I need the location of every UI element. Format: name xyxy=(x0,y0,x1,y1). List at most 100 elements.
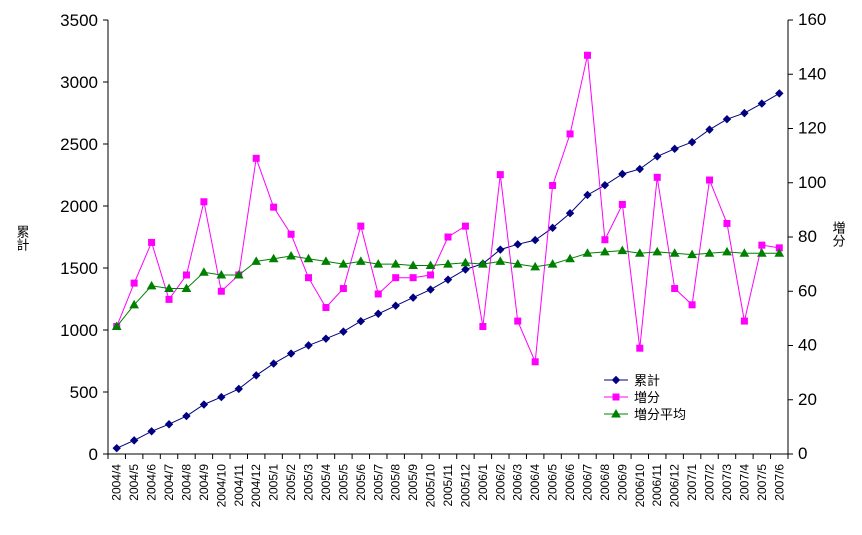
data-point xyxy=(722,114,732,124)
legend-label: 増分平均 xyxy=(634,407,686,422)
legend-marker xyxy=(611,375,621,385)
data-point xyxy=(164,420,174,429)
data-point xyxy=(339,327,348,336)
data-point xyxy=(425,260,436,269)
x-tick-label: 2005/10 xyxy=(424,464,438,508)
data-point xyxy=(512,259,523,268)
x-tick-label: 2004/6 xyxy=(145,464,159,501)
right-tick-label: 60 xyxy=(798,281,817,300)
data-point xyxy=(634,248,645,257)
data-point xyxy=(495,256,506,265)
data-point xyxy=(182,271,190,279)
data-point xyxy=(322,304,330,312)
data-point xyxy=(338,259,349,268)
x-tick-label: 2005/3 xyxy=(302,464,316,501)
data-point xyxy=(600,180,610,190)
right-axis-title: 増分 xyxy=(831,221,846,248)
data-point xyxy=(252,154,260,162)
data-point xyxy=(200,198,208,206)
left-tick-label: 2500 xyxy=(60,135,98,154)
left-tick-label: 3000 xyxy=(60,73,98,92)
data-point xyxy=(374,309,383,318)
data-point xyxy=(549,181,557,189)
data-point xyxy=(146,280,157,290)
x-tick-label: 2006/3 xyxy=(511,464,525,501)
series-1 xyxy=(112,89,784,453)
series-line xyxy=(116,55,780,362)
data-point xyxy=(217,392,226,402)
data-point xyxy=(636,344,644,352)
x-tick-label: 2005/9 xyxy=(406,464,420,501)
data-point xyxy=(775,89,784,98)
data-point xyxy=(722,246,732,256)
data-point xyxy=(600,246,610,256)
data-point xyxy=(199,267,209,276)
x-tick-label: 2006/4 xyxy=(528,464,542,501)
right-tick-label: 120 xyxy=(798,119,826,138)
data-point xyxy=(357,222,365,230)
data-point xyxy=(687,137,697,147)
data-point xyxy=(565,253,575,263)
data-point xyxy=(671,285,679,293)
data-point xyxy=(706,176,714,184)
data-point xyxy=(443,259,453,268)
data-point xyxy=(479,323,487,331)
data-point xyxy=(496,245,505,254)
data-point xyxy=(287,230,295,238)
data-point xyxy=(670,144,679,154)
data-point xyxy=(582,248,593,257)
x-tick-label: 2004/7 xyxy=(162,464,176,501)
data-point xyxy=(234,384,243,394)
data-point xyxy=(303,253,314,263)
data-point xyxy=(705,125,714,134)
data-point xyxy=(618,169,627,179)
data-point xyxy=(478,259,488,268)
data-point xyxy=(583,190,592,200)
data-point xyxy=(618,200,626,208)
left-tick-label: 1000 xyxy=(60,321,98,340)
x-tick-label: 2006/8 xyxy=(598,464,612,501)
data-point xyxy=(723,219,731,227)
data-point xyxy=(460,257,471,267)
data-point xyxy=(408,293,418,302)
legend-marker xyxy=(611,408,621,418)
x-tick-label: 2005/12 xyxy=(458,464,472,508)
right-tick-label: 40 xyxy=(798,336,817,355)
data-point xyxy=(548,223,557,233)
x-tick-label: 2006/1 xyxy=(476,464,490,501)
data-point xyxy=(129,299,140,309)
x-tick-label: 2007/5 xyxy=(755,464,769,501)
data-point xyxy=(635,164,645,174)
data-point xyxy=(321,334,331,343)
data-point xyxy=(392,274,400,282)
data-point xyxy=(601,236,609,244)
legend-label: 増分 xyxy=(634,390,660,405)
data-point xyxy=(130,279,138,287)
x-tick-label: 2007/4 xyxy=(737,464,751,501)
x-tick-label: 2005/11 xyxy=(441,464,455,507)
data-point xyxy=(739,248,750,257)
right-tick-label: 0 xyxy=(798,444,807,463)
x-tick-label: 2004/10 xyxy=(214,464,228,508)
data-point xyxy=(391,301,400,310)
data-point xyxy=(251,256,262,265)
x-tick-label: 2006/10 xyxy=(633,464,647,508)
data-point xyxy=(461,222,469,230)
data-point xyxy=(286,250,296,260)
data-point xyxy=(669,248,680,257)
data-point xyxy=(339,285,347,293)
data-point xyxy=(513,240,522,249)
data-point xyxy=(270,203,278,211)
data-point xyxy=(740,108,749,118)
data-point xyxy=(233,269,244,279)
x-tick-label: 2006/5 xyxy=(546,464,560,501)
data-point xyxy=(757,99,767,108)
left-tick-label: 3500 xyxy=(60,11,98,30)
data-point xyxy=(181,283,192,293)
data-point xyxy=(409,274,417,282)
x-tick-label: 2006/7 xyxy=(580,464,594,501)
x-tick-label: 2005/2 xyxy=(284,464,298,501)
